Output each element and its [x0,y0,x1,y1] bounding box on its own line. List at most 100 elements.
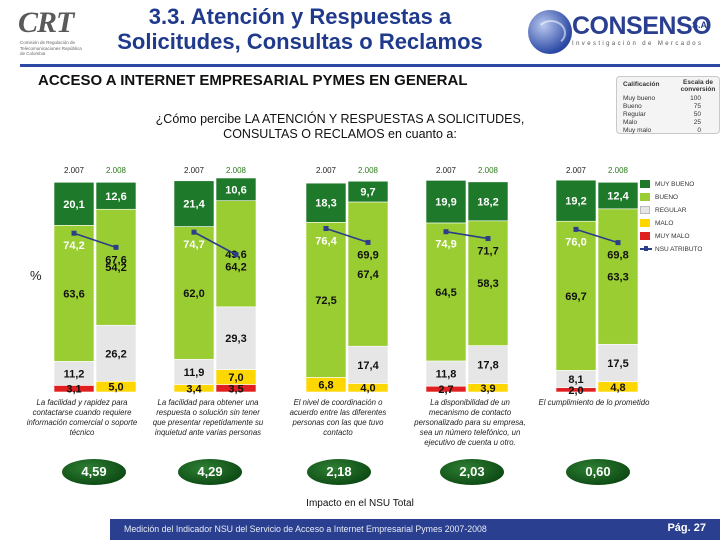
nsu-value-label: 76,4 [315,236,337,248]
data-label-bueno: 67,4 [357,269,379,281]
legend-swatch [640,180,650,188]
bar-segment-bueno [173,226,215,360]
legend-swatch [640,206,650,214]
scale-row-value: 0 [697,127,701,134]
section-heading: ACCESO A INTERNET EMPRESARIAL PYMES EN G… [38,72,468,89]
crt-logo-subtitle: Comisión de Regulación de Telecomunicaci… [20,40,82,56]
legend-swatch [640,219,650,227]
data-label-muy-bueno: 19,9 [435,197,456,209]
nsu-impact-badge: 0,60 [566,459,630,485]
data-label-muy-bueno: 18,3 [315,198,336,210]
nsu-value-label: 67,6 [105,254,126,266]
question-text: ¿Cómo percibe LA ATENCIÓN Y RESPUESTAS A… [100,112,580,142]
question-suffix: en cuanto a: [384,127,457,141]
bar-segment-regular [467,345,509,384]
crt-logo: CRT Comisión de Regulación de Telecomuni… [18,6,86,58]
data-label-regular: 29,3 [225,333,246,345]
data-label-muy-malo: 3,5 [228,383,243,395]
data-label-bueno: 54,2 [105,262,126,274]
data-label-muy-malo: 3,1 [66,384,81,396]
nsu-value-label: 76,0 [565,236,586,248]
bar-segment-bueno [555,220,597,371]
data-label-muy-malo: 2,0 [568,385,583,396]
bar-segment-muy-bueno [305,182,347,223]
data-label-muy-bueno: 10,6 [225,184,246,196]
scale-row-label: Muy malo [623,127,652,134]
page-number: Pág. 27 [667,522,706,534]
scale-row: Malo 25 [623,119,715,127]
legend-item-malo: MALO [640,219,720,232]
scale-row: Bueno 75 [623,103,715,111]
scale-table-header-conversion: Escala de conversión [680,79,716,93]
scale-table-header-rating: Calificación [623,81,660,88]
data-label-regular: 11,9 [184,367,205,379]
consenso-logo-suffix: S.A [692,20,708,30]
bar-segment-bueno [597,208,639,345]
bar-segment-muy-bueno [95,181,137,210]
nsu-value-label: 74,2 [63,240,84,252]
question-strong-1: LA ATENCIÓN Y RESPUESTAS A SOLICITUDES, [244,112,525,126]
scale-row: Muy malo 0 [623,127,715,135]
bar-year-label: 2.008 [478,166,499,175]
group-description: La facilidad para obtener una respuesta … [152,398,264,437]
nsu-impact-badge: 2,03 [440,459,504,485]
data-label-bueno: 62,0 [183,288,204,300]
group-description: El nivel de coordinación o acuerdo entre… [289,398,387,437]
data-label-bueno: 58,3 [477,278,498,290]
bar-year-label: 2.007 [316,166,337,175]
page-title-line1: 3.3. Atención y Respuestas a [148,4,452,29]
bar-segment-regular [215,306,257,370]
legend-item-bueno: BUENO [640,193,720,206]
bar-segment-bueno [467,220,509,346]
bar-segment-muy-bueno [173,180,215,227]
bar-segment-regular [425,360,467,387]
data-label-bueno: 63,3 [607,272,628,284]
legend-label: MUY MALO [655,233,690,240]
nsu-value-label: 64,2 [225,262,246,274]
legend-item-muy-bueno: MUY BUENO [640,180,720,193]
scale-table: Calificación Escala de conversión Muy bu… [616,76,720,134]
data-label-regular: 8,1 [568,374,583,386]
bar-year-label: 2.007 [566,166,587,175]
consenso-logo-tagline: Investigación de Mercados [572,41,704,47]
data-label-muy-bueno: 12,4 [607,191,629,203]
nsu-value-label: 69,9 [357,249,378,261]
legend-swatch [640,193,650,201]
bar-year-label: 2.008 [106,166,127,175]
data-label-bueno: 69,7 [565,291,586,303]
nsu-line [73,232,117,249]
data-label-muy-bueno: 19,2 [565,196,586,208]
legend-label: NSU ATRIBUTO [655,246,703,253]
scale-row: Regular 50 [623,111,715,119]
data-label-malo: 4,0 [360,383,375,395]
footer-text: Medición del Indicador NSU del Servicio … [124,524,487,534]
bar-year-label: 2.008 [226,166,247,175]
data-label-muy-malo: 2,7 [438,384,453,396]
question-strong-2: CONSULTAS O RECLAMOS [223,127,385,141]
data-label-malo: 4,8 [610,382,625,394]
scale-row-value: 50 [693,111,701,118]
bar-segment-regular [95,324,137,382]
data-label-malo: 7,0 [228,372,243,384]
impact-caption: Impacto en el NSU Total [306,498,414,509]
nsu-line [325,227,369,244]
page-title-line2: Solicitudes, Consultas o Reclamos [117,29,483,54]
group-description: El cumplimiento de lo prometido [538,398,650,407]
bar-year-label: 2.007 [184,166,205,175]
legend-label: MUY BUENO [655,181,695,188]
bar-segment-muy-bueno [425,180,467,224]
legend-label: REGULAR [655,207,687,214]
data-label-regular: 17,8 [477,360,498,372]
data-label-bueno: 63,6 [63,288,84,300]
data-label-muy-bueno: 21,4 [183,199,205,211]
data-label-bueno: 72,5 [315,295,336,307]
bar-segment-regular [173,358,215,386]
nsu-value-label: 69,8 [607,250,628,262]
nsu-impact-badge: 4,59 [62,459,126,485]
nsu-point [443,229,449,235]
legend-label: BUENO [655,194,679,201]
scale-row-label: Malo [623,119,638,126]
nsu-value-label: 71,7 [477,246,498,258]
bar-year-label: 2.007 [64,166,85,175]
bar-segment-muy-bueno [347,180,389,203]
